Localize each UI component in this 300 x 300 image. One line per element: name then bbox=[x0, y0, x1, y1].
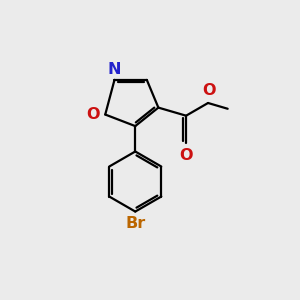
Text: O: O bbox=[87, 107, 100, 122]
Text: Br: Br bbox=[125, 216, 146, 231]
Text: O: O bbox=[179, 148, 193, 163]
Text: O: O bbox=[202, 83, 216, 98]
Text: N: N bbox=[108, 62, 121, 77]
